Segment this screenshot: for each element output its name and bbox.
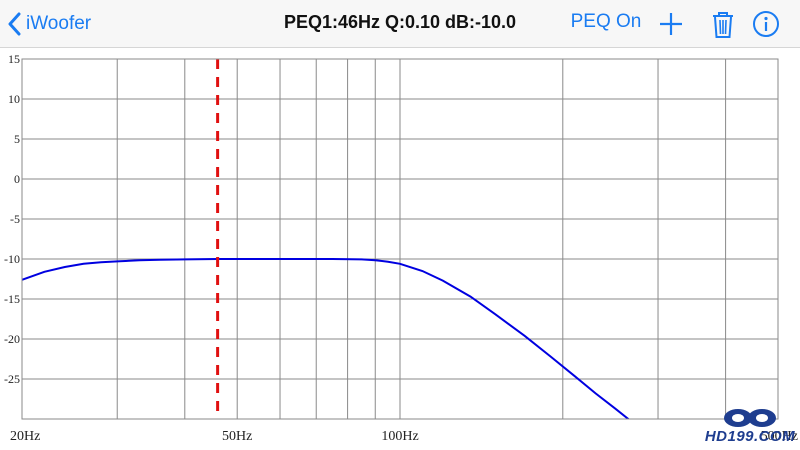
y-tick-label: 15	[8, 52, 20, 66]
back-button[interactable]: iWoofer	[8, 8, 91, 40]
x-tick-label: 100Hz	[381, 429, 418, 444]
x-tick-label: 50Hz	[222, 429, 252, 444]
watermark-text: HD199.COM	[704, 428, 796, 445]
x-tick-label: 20Hz	[10, 429, 40, 444]
y-tick-label: -10	[4, 252, 20, 266]
add-button[interactable]	[657, 10, 685, 38]
y-tick-label: -15	[4, 292, 20, 306]
watermark: HD199.COM	[700, 406, 800, 450]
y-tick-label: -25	[4, 372, 20, 386]
frequency-response-chart: 15 10 5 0 -5 -10 -15 -20 -25 20Hz 50Hz 100Hz 500Hz	[4, 52, 798, 444]
peq-toggle-button[interactable]: PEQ On	[570, 11, 642, 32]
y-tick-label: -5	[10, 212, 20, 226]
plot-border	[21, 58, 779, 420]
info-button[interactable]	[752, 10, 780, 38]
delete-button[interactable]	[709, 10, 737, 38]
y-tick-label: 10	[8, 92, 20, 106]
response-curve	[22, 258, 630, 419]
y-tick-label: 5	[14, 132, 20, 146]
plus-icon	[657, 10, 685, 38]
watermark-logo-icon	[724, 409, 776, 427]
chevron-left-icon	[8, 12, 22, 36]
frequency-response-plot[interactable]: 15 10 5 0 -5 -10 -15 -20 -25 20Hz 50Hz 100Hz 500Hz	[0, 48, 800, 450]
x-tick-label: 500Hz	[761, 429, 798, 444]
back-button-label: iWoofer	[26, 13, 92, 34]
y-tick-label: -20	[4, 332, 20, 346]
info-icon	[752, 10, 780, 38]
peq-title: PEQ1:46Hz Q:0.10 dB:-10.0	[283, 12, 517, 32]
trash-icon	[709, 10, 737, 40]
y-tick-label: 0	[14, 172, 20, 186]
navigation-bar: iWoofer PEQ1:46Hz Q:0.10 dB:-10.0 PEQ On	[0, 0, 800, 48]
